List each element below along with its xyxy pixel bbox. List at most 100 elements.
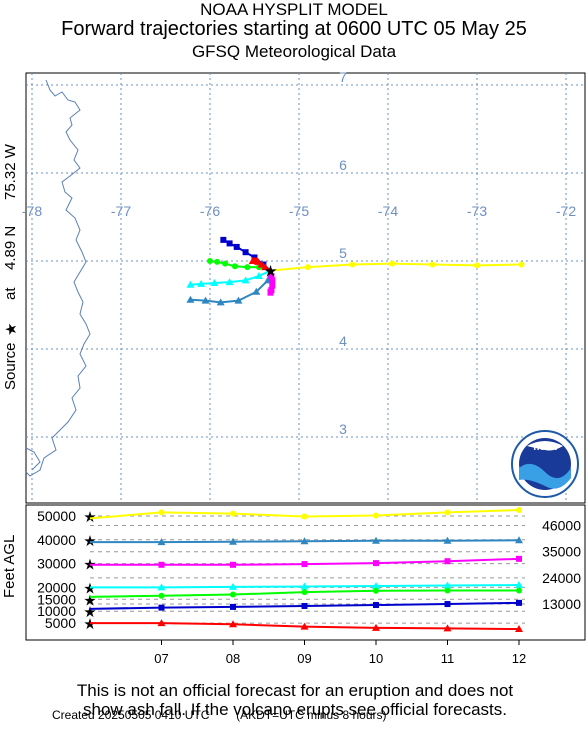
height-trajectory-marker	[444, 587, 451, 594]
height-trajectory-marker	[444, 558, 451, 565]
height-trajectory-marker	[516, 507, 522, 514]
trajectory-marker	[248, 257, 257, 264]
trajectory-marker	[186, 295, 195, 303]
height-trajectory-marker	[372, 581, 380, 589]
source-star-icon: ★	[263, 264, 277, 281]
height-trajectory-marker	[373, 512, 379, 519]
height-trajectory-marker	[516, 587, 522, 594]
left-height-label: 50000	[37, 508, 76, 524]
source-lat: 4.89 N	[2, 226, 19, 270]
right-height-label: 46000	[542, 518, 581, 534]
trajectory-marker	[349, 261, 356, 268]
height-trajectory-marker	[515, 536, 523, 544]
height-trajectory-marker	[373, 560, 379, 567]
start-star-icon: ★	[83, 580, 96, 597]
source-label: Source ★ at 4.89 N 75.32 W	[2, 143, 20, 390]
trajectory-marker	[257, 260, 266, 268]
time-tick-label: 12	[512, 651, 526, 666]
time-tick-label: 09	[297, 651, 311, 666]
coastline	[25, 79, 91, 477]
right-height-label: 24000	[542, 570, 581, 586]
height-trajectory-marker	[372, 623, 380, 631]
trajectory-marker	[252, 287, 261, 295]
trajectory-marker	[197, 279, 206, 287]
trajectory-marker	[233, 243, 240, 250]
trajectory-marker	[210, 279, 219, 286]
trajectory-marker	[518, 261, 525, 268]
trajectory-marker	[304, 264, 311, 271]
noaa-logo-text: noaa	[533, 442, 557, 453]
height-trajectory-marker	[229, 582, 237, 590]
footer: Created 20250505 0410 UTC (AKDT=UTC minu…	[52, 708, 387, 722]
height-trajectory-marker	[515, 581, 523, 589]
trajectory-marker	[234, 296, 243, 304]
trajectory-marker	[254, 271, 263, 279]
trajectory-marker	[231, 263, 238, 270]
lon-tick-label: -73	[467, 203, 487, 219]
height-trajectory-marker	[229, 620, 237, 628]
lon-tick-label: -74	[378, 203, 398, 219]
left-height-label: 20000	[37, 579, 76, 595]
disclaimer: This is not an official forecast for an …	[30, 681, 560, 719]
trajectory-marker	[429, 261, 436, 268]
lon-tick-label: -72	[556, 203, 576, 219]
trajectory-marker	[222, 260, 229, 267]
height-trajectory-marker	[516, 599, 522, 606]
height-trajectory-marker	[300, 622, 309, 630]
lon-tick-label: -75	[289, 203, 309, 219]
noaa-logo: noaa	[511, 430, 579, 498]
trajectory-marker	[267, 289, 274, 296]
height-trajectory-marker	[230, 510, 236, 517]
trajectory-marker	[214, 258, 221, 265]
lat-tick-label: 5	[339, 245, 347, 261]
time-tick-label: 08	[226, 651, 240, 666]
height-trajectory-marker	[444, 509, 451, 516]
trajectory-marker	[268, 272, 275, 279]
left-height-label: 30000	[37, 556, 76, 572]
height-trajectory-marker	[373, 602, 379, 609]
map-grid: -78 -77 -76 -75 -74 -73 -72 7 6 5 4 3	[22, 69, 585, 503]
data-source-title: GFSQ Meteorological Data	[191, 42, 397, 61]
trajectory-marker	[225, 278, 234, 286]
left-height-label: 15000	[37, 591, 76, 607]
trajectory-marker	[241, 276, 250, 284]
start-star-icon: ★	[83, 616, 96, 633]
source-at: at	[2, 287, 19, 300]
disclaimer-line-2: show ash fall. If the volcano erupts see…	[83, 700, 507, 719]
time-tick-label: 07	[154, 651, 168, 666]
feet-agl-text: Feet AGL	[1, 535, 18, 598]
akdt-note: (AKDT=UTC minus 8 hours)	[236, 708, 387, 722]
height-trajectory-marker	[443, 624, 452, 632]
right-height-label: 35000	[542, 544, 581, 560]
trajectory-marker	[269, 277, 276, 284]
height-trajectory-marker	[373, 587, 379, 594]
left-height-label: 5000	[45, 615, 76, 631]
trajectory-marker	[201, 296, 210, 304]
trajectory-paths	[186, 236, 525, 306]
lat-tick-label: 6	[339, 157, 347, 173]
coastline-line	[25, 79, 91, 477]
height-trajectory-marker	[301, 561, 308, 568]
height-trajectory-marker	[158, 509, 165, 516]
coastline-island	[25, 447, 41, 471]
height-trajectory-marker	[300, 537, 309, 545]
height-trajectory-marker	[230, 561, 236, 568]
lat-tick-label: 4	[339, 333, 347, 349]
created-text: Created 20250505 0410 UTC	[52, 708, 210, 722]
lat-tick-label: 7	[339, 69, 347, 85]
height-trajectory-marker	[372, 536, 380, 544]
source-lon: 75.32 W	[2, 143, 19, 200]
height-trajectory-marker	[157, 619, 166, 627]
left-height-label: 40000	[37, 532, 76, 548]
time-tick-label: 11	[441, 651, 455, 666]
height-labels: 50000 ★40000 ★30000 ★20000 ★15000 ★10000 ★5000…	[37, 508, 581, 633]
height-trajectory-marker	[300, 582, 309, 590]
trajectory-marker	[242, 249, 249, 256]
time-axis: 07 08 09 10 11 12	[154, 640, 526, 666]
height-trajectories	[89, 507, 523, 633]
height-trajectory-marker	[230, 603, 236, 610]
height-trajectory-marker	[301, 602, 308, 609]
height-trajectory-marker	[301, 513, 308, 520]
